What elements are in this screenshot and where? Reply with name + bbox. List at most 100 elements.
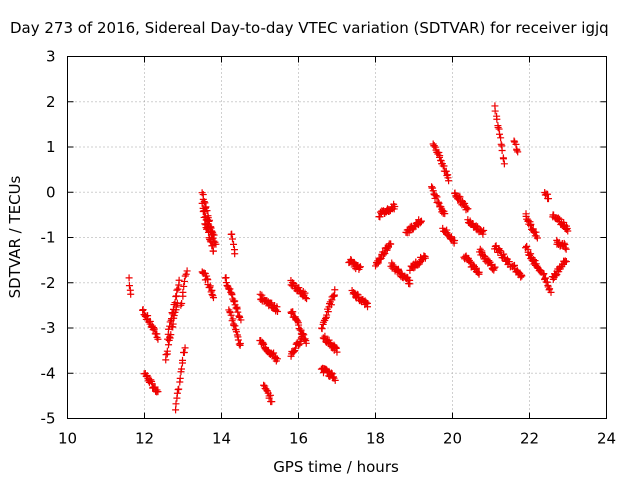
- data-point: [445, 177, 453, 185]
- x-tick-label: 14: [212, 430, 231, 448]
- data-point: [125, 274, 133, 282]
- x-tick-label: 10: [58, 430, 77, 448]
- x-tick-label: 12: [135, 430, 154, 448]
- data-point: [472, 222, 480, 230]
- data-point: [546, 285, 554, 293]
- data-point: [554, 214, 562, 222]
- data-point: [353, 290, 361, 298]
- data-point: [141, 311, 149, 319]
- data-point: [228, 291, 236, 299]
- data-point: [173, 389, 181, 397]
- data-point: [498, 146, 506, 154]
- data-point: [125, 282, 133, 290]
- data-point: [544, 195, 552, 203]
- data-point: [302, 339, 310, 347]
- data-point: [356, 263, 364, 271]
- data-point: [173, 286, 181, 294]
- data-point: [292, 344, 300, 352]
- data-point: [147, 376, 155, 384]
- data-point: [505, 258, 513, 266]
- data-point: [163, 347, 171, 355]
- data-point: [491, 263, 499, 271]
- data-point: [331, 286, 339, 294]
- data-point: [429, 187, 437, 195]
- data-point: [436, 152, 444, 160]
- data-point: [260, 340, 268, 348]
- data-point: [212, 240, 220, 248]
- data-point: [298, 332, 306, 340]
- data-point: [267, 391, 275, 399]
- data-point: [198, 199, 206, 207]
- data-point: [167, 315, 175, 323]
- data-point: [146, 317, 154, 325]
- data-point: [228, 235, 236, 243]
- data-point: [295, 341, 303, 349]
- data-point: [208, 242, 216, 250]
- data-point: [180, 349, 188, 357]
- data-point: [332, 344, 340, 352]
- data-point: [542, 274, 550, 282]
- data-point: [547, 288, 555, 296]
- data-point: [177, 365, 185, 373]
- data-point: [230, 240, 238, 248]
- data-point: [139, 306, 147, 314]
- data-point: [201, 220, 209, 228]
- data-point: [180, 282, 188, 290]
- data-point: [523, 242, 531, 250]
- data-point: [205, 234, 213, 242]
- data-point: [496, 247, 504, 255]
- data-point: [208, 291, 216, 299]
- data-point: [154, 335, 162, 343]
- data-point: [228, 230, 236, 238]
- data-point: [500, 160, 508, 168]
- data-point: [226, 285, 234, 293]
- data-point: [374, 259, 382, 267]
- data-point: [172, 400, 180, 408]
- data-point: [169, 310, 177, 318]
- y-tick-label: -3: [41, 319, 56, 337]
- y-tick-label: 3: [46, 48, 56, 66]
- y-tick-label: -5: [41, 410, 56, 428]
- data-point: [377, 254, 385, 262]
- data-point: [272, 306, 280, 314]
- data-point: [321, 332, 329, 340]
- data-point: [356, 263, 364, 271]
- data-point: [172, 406, 180, 414]
- data-point: [324, 308, 332, 316]
- data-point: [299, 288, 307, 296]
- data-point: [518, 272, 526, 280]
- data-point: [166, 318, 174, 326]
- data-point: [296, 286, 304, 294]
- x-tick-label: 22: [520, 430, 539, 448]
- data-point: [287, 309, 295, 317]
- data-point: [265, 392, 273, 400]
- chart-title: Day 273 of 2016, Sidereal Day-to-day VTE…: [10, 19, 609, 37]
- data-point: [180, 277, 188, 285]
- data-point: [480, 226, 488, 234]
- data-point: [391, 203, 399, 211]
- data-point: [294, 317, 302, 325]
- data-point: [512, 140, 520, 148]
- data-point: [417, 217, 425, 225]
- data-point: [179, 356, 187, 364]
- x-tick-label: 20: [443, 430, 462, 448]
- x-tick-label: 24: [597, 430, 616, 448]
- data-point: [322, 314, 330, 322]
- data-point: [165, 325, 173, 333]
- data-point: [431, 143, 439, 151]
- data-point: [303, 295, 311, 303]
- data-point: [490, 264, 498, 272]
- data-point: [224, 284, 232, 292]
- data-point: [562, 258, 570, 266]
- data-point: [143, 371, 151, 379]
- data-point: [327, 369, 335, 377]
- data-point: [171, 299, 179, 307]
- data-point: [479, 230, 487, 238]
- data-point: [154, 388, 162, 396]
- data-point: [209, 247, 217, 255]
- data-point: [491, 107, 499, 115]
- data-point: [175, 385, 183, 393]
- data-point: [533, 234, 541, 242]
- data-point: [206, 282, 214, 290]
